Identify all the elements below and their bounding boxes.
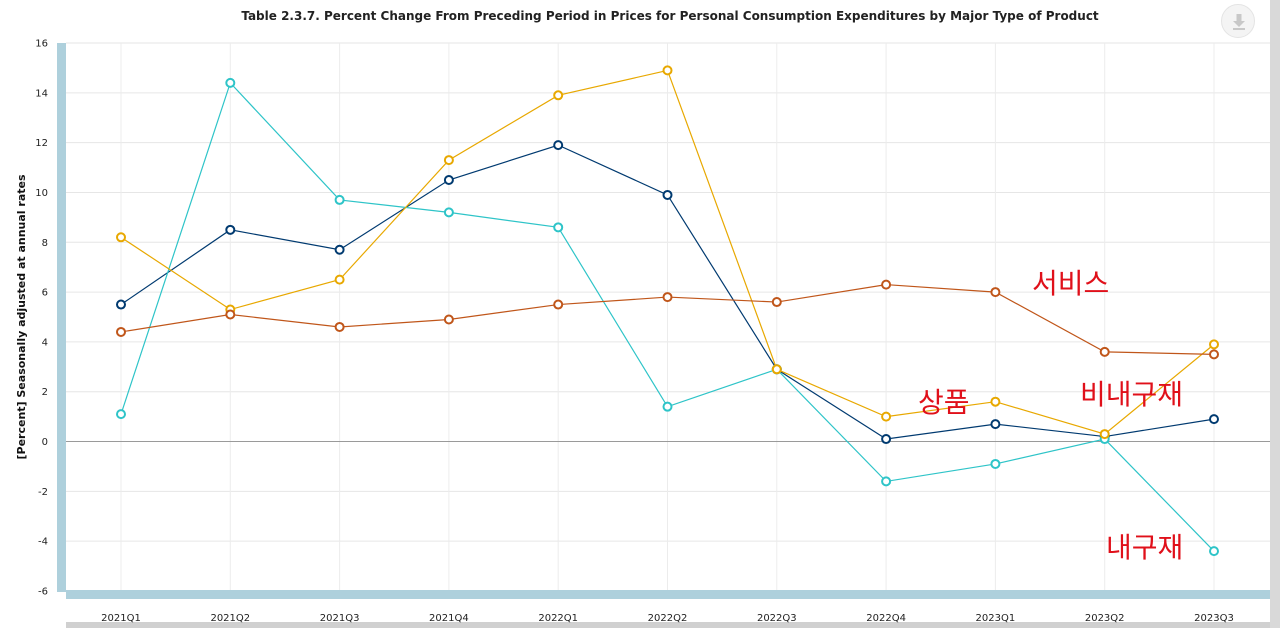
data-point[interactable]: [443, 207, 454, 218]
data-point[interactable]: [443, 314, 454, 325]
y-tick-label: -6: [38, 587, 48, 598]
annotation-label: 비내구재: [1080, 378, 1183, 411]
data-point[interactable]: [1209, 546, 1219, 557]
y-tick-label: 0: [42, 437, 48, 448]
data-point[interactable]: [771, 297, 782, 308]
data-point[interactable]: [553, 140, 564, 151]
data-point[interactable]: [116, 326, 126, 337]
data-point[interactable]: [881, 411, 892, 422]
annotation-label: 상품: [918, 386, 970, 419]
chart-title: Table 2.3.7. Percent Change From Precedi…: [241, 9, 1099, 23]
data-point[interactable]: [881, 434, 892, 445]
download-button[interactable]: [1221, 4, 1255, 38]
x-tick-label: 2022Q1: [538, 613, 578, 624]
data-point[interactable]: [116, 232, 126, 243]
data-point[interactable]: [990, 419, 1001, 430]
data-point[interactable]: [334, 321, 345, 332]
data-point[interactable]: [1209, 414, 1219, 425]
series-0: [116, 140, 1219, 445]
scrollbar-horizontal[interactable]: [66, 622, 1270, 628]
data-point[interactable]: [990, 396, 1001, 407]
x-tick-label: 2022Q2: [648, 613, 688, 624]
data-point[interactable]: [334, 244, 345, 255]
series-group: [116, 65, 1219, 557]
x-tick-label: 2023Q3: [1194, 613, 1234, 624]
data-point[interactable]: [990, 458, 1001, 469]
data-point[interactable]: [553, 90, 564, 101]
y-tick-label: -4: [38, 537, 48, 548]
data-point[interactable]: [553, 222, 564, 233]
data-point[interactable]: [881, 279, 892, 290]
data-point[interactable]: [225, 77, 236, 88]
data-point[interactable]: [662, 401, 673, 412]
x-tick-label: 2022Q4: [866, 613, 906, 624]
download-icon: [1233, 14, 1245, 30]
y-tick-label: 12: [35, 138, 48, 149]
x-tick-label: 2021Q2: [210, 613, 250, 624]
data-point[interactable]: [662, 292, 673, 303]
data-point[interactable]: [881, 476, 892, 487]
x-axis-bar: [66, 590, 1270, 599]
data-point[interactable]: [1099, 346, 1110, 357]
x-tick-label: 2021Q1: [101, 613, 141, 624]
data-point[interactable]: [771, 364, 782, 375]
x-tick-label: 2023Q2: [1085, 613, 1125, 624]
data-point[interactable]: [334, 194, 345, 205]
data-point[interactable]: [553, 299, 564, 310]
data-point[interactable]: [1209, 339, 1219, 350]
scrollbar-vertical[interactable]: [1270, 0, 1280, 628]
data-point[interactable]: [443, 155, 454, 166]
data-point[interactable]: [116, 409, 126, 420]
grid: [66, 42, 1270, 592]
y-tick-label: 8: [42, 238, 48, 249]
y-tick-label: 6: [42, 288, 48, 299]
data-point[interactable]: [225, 224, 236, 235]
y-tick-label: -2: [38, 487, 48, 498]
data-point[interactable]: [662, 189, 673, 200]
data-point[interactable]: [990, 287, 1001, 298]
data-point[interactable]: [443, 175, 454, 185]
data-point[interactable]: [116, 299, 126, 310]
x-tick-label: 2022Q3: [757, 613, 797, 624]
series-3: [116, 279, 1219, 360]
data-point[interactable]: [662, 65, 673, 76]
data-point[interactable]: [1099, 429, 1110, 440]
x-tick-label: 2021Q4: [429, 613, 469, 624]
x-tick-label: 2023Q1: [976, 613, 1016, 624]
y-axis-label: [Percent] Seasonally adjusted at annual …: [15, 174, 28, 459]
x-ticks: 2021Q1 2021Q2 2021Q3 2021Q4 2022Q1 2022Q2 2022…: [101, 613, 1234, 624]
data-point[interactable]: [225, 309, 236, 320]
data-point[interactable]: [1209, 349, 1219, 360]
y-tick-label: 16: [35, 39, 48, 50]
annotation-label: 서비스: [1032, 267, 1109, 300]
x-tick-label: 2021Q3: [320, 613, 360, 624]
series-2: [116, 65, 1219, 440]
y-tick-label: 14: [35, 88, 48, 99]
y-ticks: -6 -4 -2 0 2 4 6 8 10 12 14 16: [35, 39, 48, 598]
y-tick-label: 4: [42, 337, 48, 348]
y-tick-label: 10: [35, 188, 48, 199]
y-axis-bar: [57, 43, 66, 592]
data-point[interactable]: [334, 274, 345, 285]
y-tick-label: 2: [42, 387, 48, 398]
annotation-label: 내구재: [1106, 531, 1183, 564]
